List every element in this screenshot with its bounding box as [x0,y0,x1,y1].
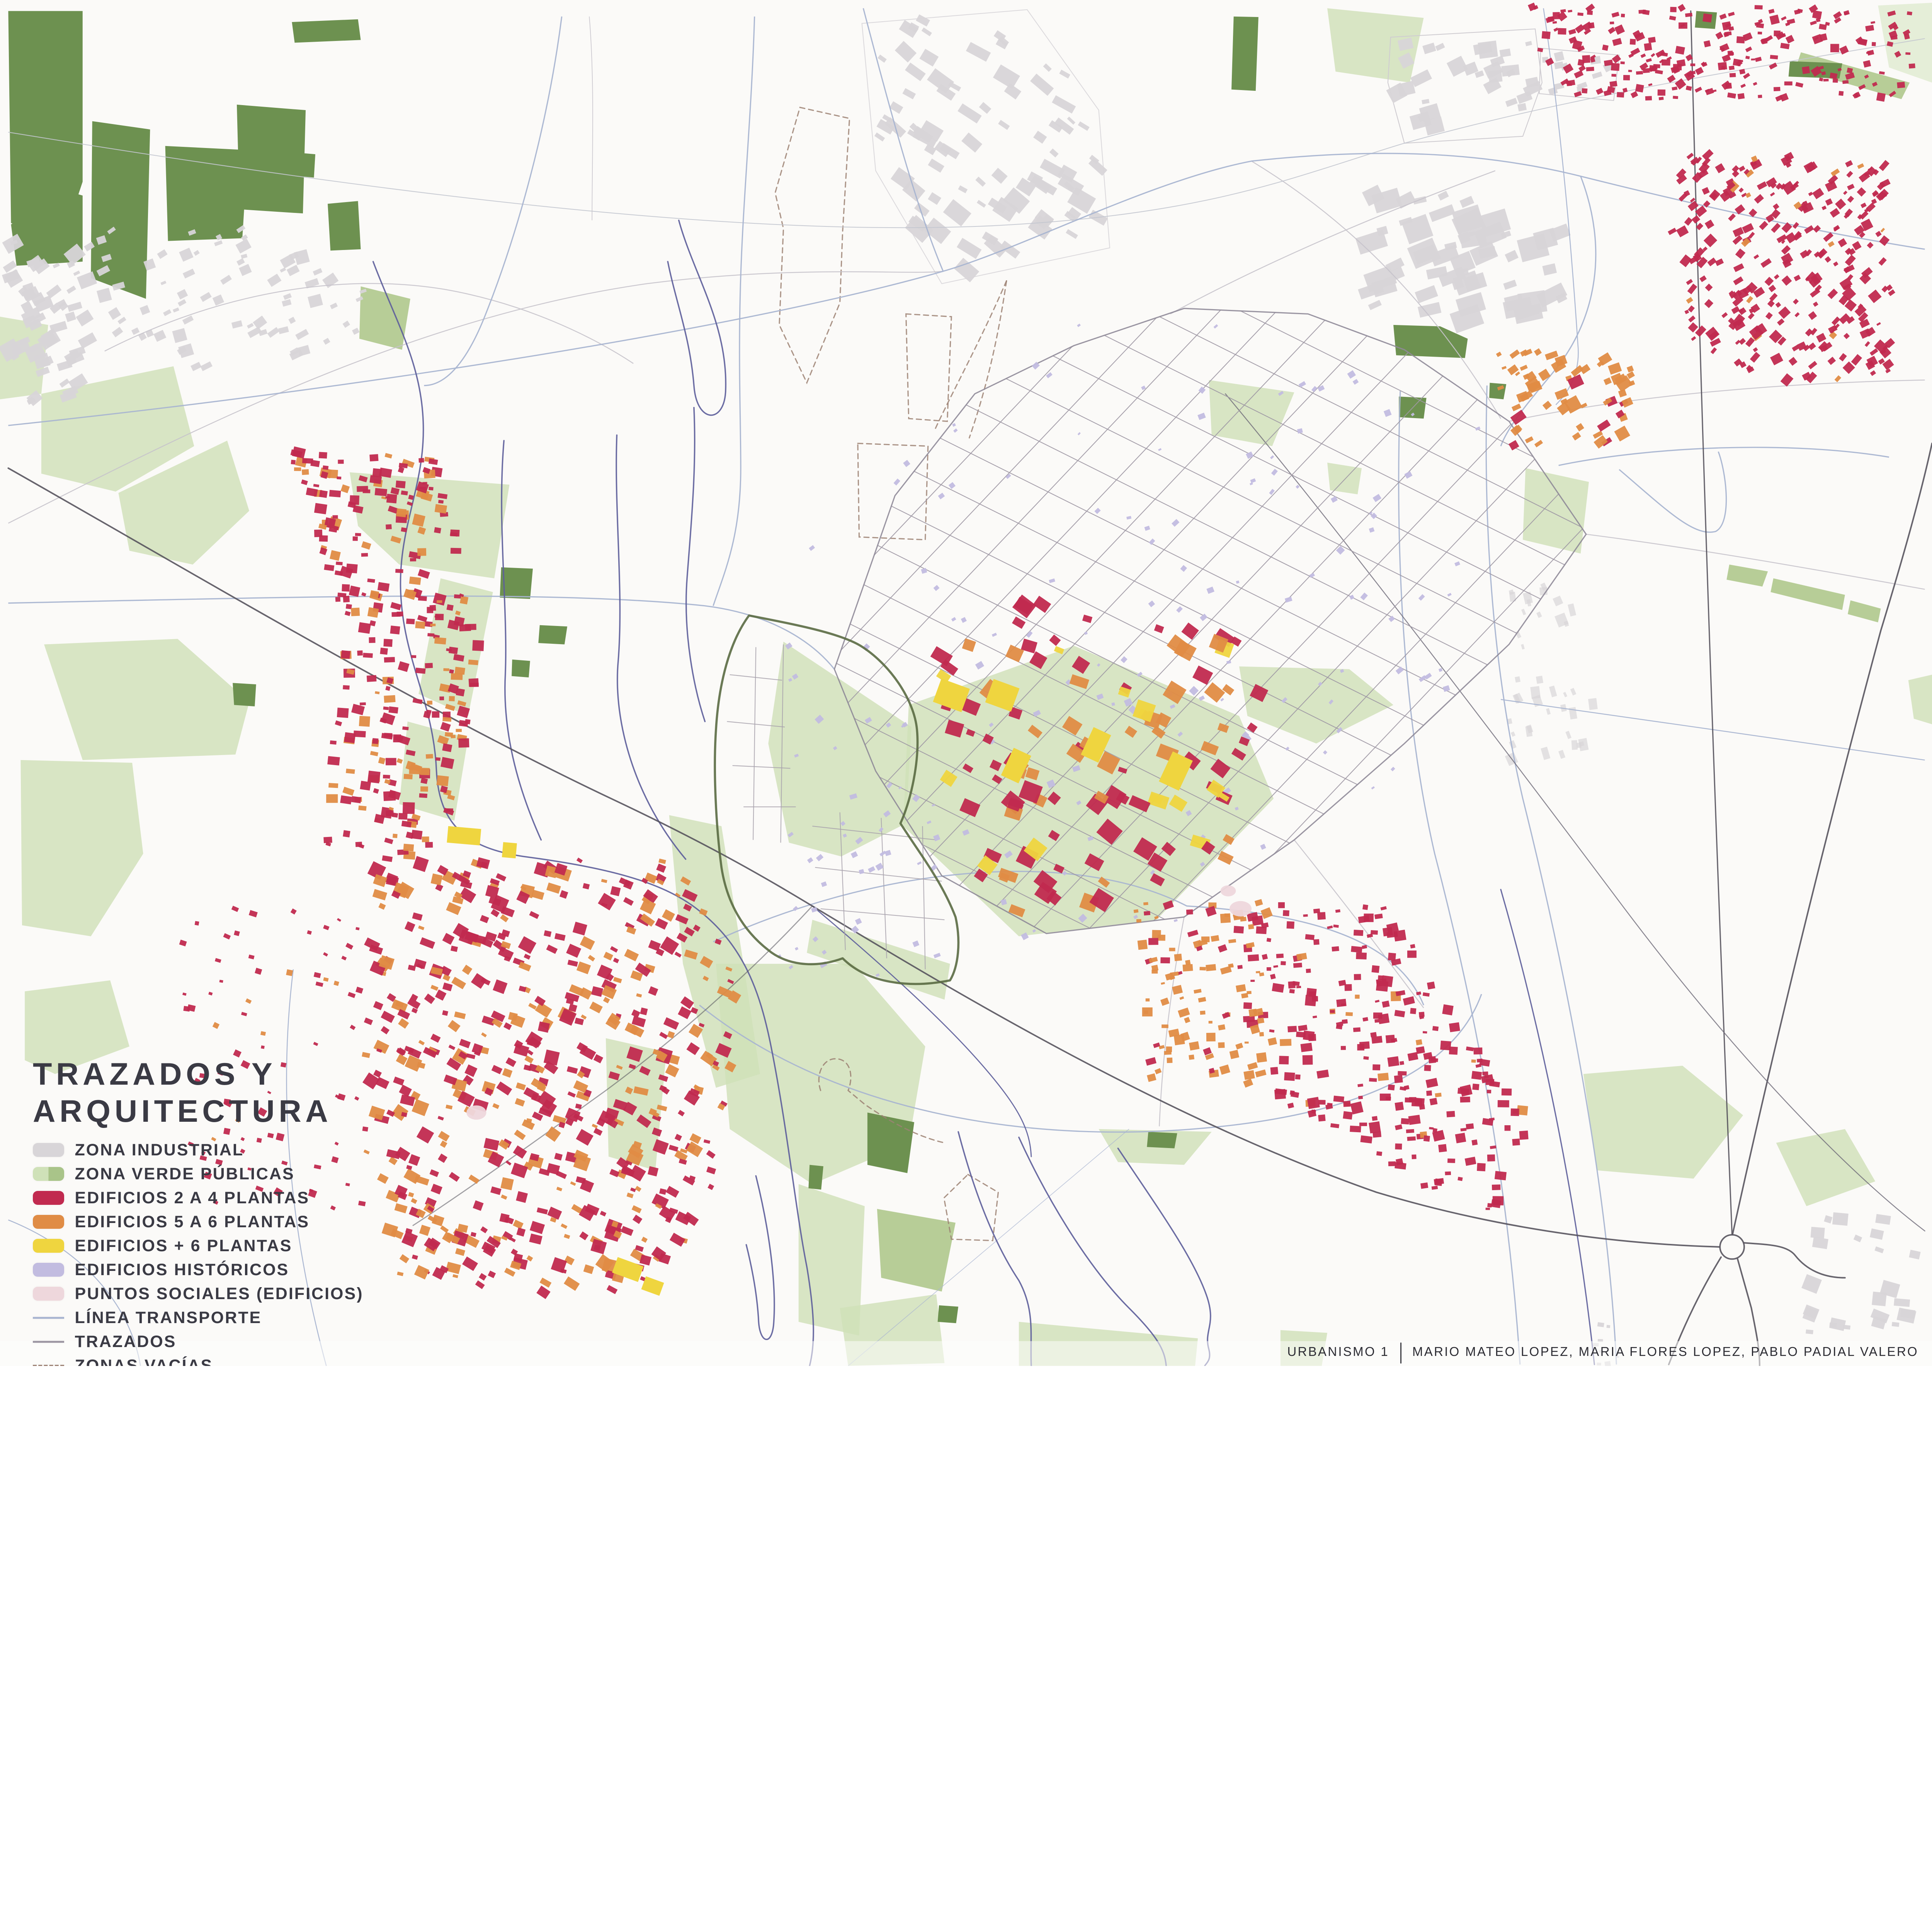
credits-course: URBANISMO 1 [1287,1344,1389,1359]
legend-title-line1: TRAZADOS Y [33,1056,277,1092]
legend-item-zonas-vacias: ZONAS VACÍAS [33,1356,497,1366]
roundabout [1719,1234,1745,1260]
green-zone-swatch [33,1167,64,1181]
industrial-swatch [33,1143,64,1157]
local-streets-layer [727,644,945,970]
historic-buildings-layer [777,323,1481,977]
urbanism-map-poster: TRAZADOS Y ARQUITECTURA ZONA INDUSTRIAL … [0,2,1932,1366]
rural-roads-layer [8,16,1925,1126]
credits: URBANISMO 1 | MARIO MATEO LOPEZ, MARIA F… [1287,1340,1918,1363]
credits-separator: | [1399,1339,1403,1364]
forest-layer [8,11,1842,1323]
legend-title-line2: ARQUITECTURA [33,1094,332,1129]
empty-zones-layer [774,107,1007,1242]
legend-item-zona-verde: ZONA VERDE PÚBLICAS [33,1165,497,1184]
empty-zones-line-swatch [33,1364,64,1366]
social-points-layer [466,885,1252,1120]
trazados-line-swatch [33,1340,64,1343]
legend-title: TRAZADOS Y ARQUITECTURA [33,1056,497,1130]
map-canvas [0,2,1932,1366]
industrial-buildings-layer [0,14,1921,1366]
old-town-outline [714,614,960,985]
legend-item-linea-transporte: LÍNEA TRANSPORTE [33,1308,497,1327]
transport-line-swatch [33,1317,64,1319]
social-points-swatch [33,1287,64,1301]
legend-items: ZONA INDUSTRIAL ZONA VERDE PÚBLICAS EDIF… [33,1141,497,1366]
legend-item-edificios-5-6: EDIFICIOS 5 A 6 PLANTAS [33,1213,497,1232]
red-buildings-swatch [33,1191,64,1205]
scan-edge-fade [0,1341,1932,1366]
tall-buildings-layer [447,678,1193,1296]
legend: TRAZADOS Y ARQUITECTURA ZONA INDUSTRIAL … [33,1056,497,1366]
historic-buildings-swatch [33,1263,64,1277]
legend-item-puntos-sociales: PUNTOS SOCIALES (EDIFICIOS) [33,1284,497,1303]
credits-authors: MARIO MATEO LOPEZ, MARIA FLORES LOPEZ, P… [1412,1344,1918,1359]
legend-item-edificios-2-4: EDIFICIOS 2 A 4 PLANTAS [33,1189,497,1208]
industrial-outline-layer [861,9,1620,284]
transport-lines-layer [8,8,1925,1366]
legend-item-industrial: ZONA INDUSTRIAL [33,1141,497,1160]
yellow-buildings-swatch [33,1239,64,1253]
street-grid-boundary [833,308,1587,934]
legend-item-edificios-6plus: EDIFICIOS + 6 PLANTAS [33,1237,497,1255]
orange-buildings-swatch [33,1215,64,1229]
legend-item-trazados: TRAZADOS [33,1332,497,1351]
legend-item-historicos: EDIFICIOS HISTÓRICOS [33,1260,497,1279]
